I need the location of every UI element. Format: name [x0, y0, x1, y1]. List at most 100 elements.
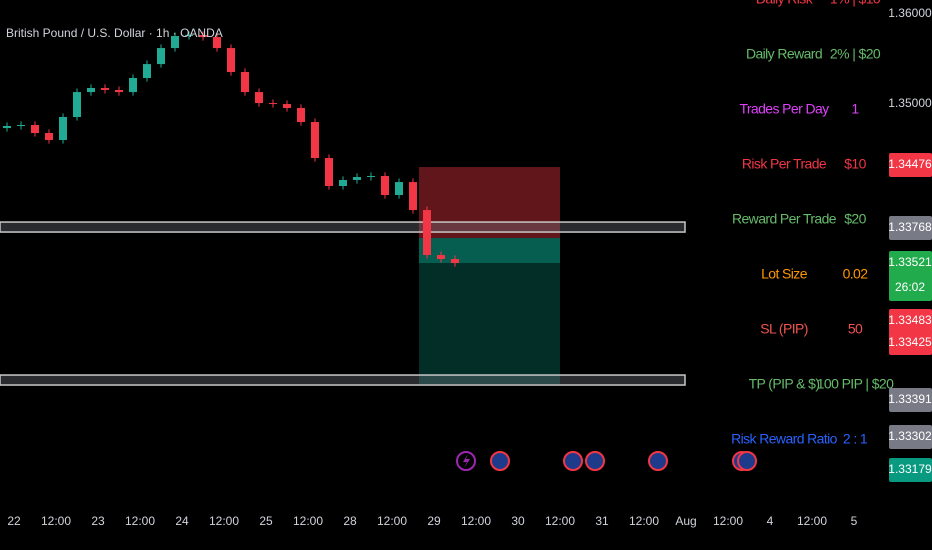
panel-label: Reward Per Trade — [732, 211, 837, 227]
plot — [0, 31, 686, 386]
panel-label: TP (PIP & $) — [749, 376, 820, 392]
candle-body — [380, 176, 389, 196]
candle-body — [72, 92, 81, 117]
candle-body — [100, 88, 109, 90]
candle-body — [114, 89, 123, 93]
x-tick-label: 12:00 — [797, 514, 827, 528]
candle-body — [310, 122, 319, 159]
price-tag-label: 1.33425 — [888, 335, 932, 349]
price-tag — [889, 153, 932, 177]
price-tag — [889, 216, 932, 240]
y-tick-label: 1.36000 — [888, 6, 932, 20]
x-tick-label: 30 — [511, 514, 525, 528]
level-band — [0, 221, 686, 233]
candle-body — [212, 37, 221, 49]
price-tag-label: 1.34476 — [888, 157, 932, 171]
risk-panel: Daily Risk 1% | $10 Daily Reward 2% | $20 Tr… — [731, 0, 895, 447]
panel-label: Trades Per Day — [739, 101, 829, 117]
x-tick-label: 12:00 — [461, 514, 491, 528]
candle-body — [296, 107, 305, 123]
panel-value: 2% | $20 — [830, 46, 881, 62]
price-tag-label: 1.33768 — [888, 220, 932, 234]
price-tag — [889, 458, 932, 482]
x-tick-label: 28 — [343, 514, 357, 528]
event-icons — [456, 451, 757, 471]
panel-label: Risk Per Trade — [742, 156, 827, 172]
candle-body — [268, 103, 277, 105]
candle-body — [240, 71, 249, 93]
x-tick-label: 4 — [767, 514, 774, 528]
candle-body — [408, 182, 417, 211]
x-tick-label: 31 — [595, 514, 609, 528]
x-tick-label: 22 — [7, 514, 21, 528]
panel-value: $10 — [844, 156, 866, 172]
candle-body — [44, 133, 53, 141]
open-profit — [418, 238, 560, 264]
x-tick-label: 12:00 — [41, 514, 71, 528]
price-tag-label: 1.33302 — [888, 429, 932, 443]
price-tag — [889, 331, 932, 355]
price-tag-label: 1.33483 — [888, 313, 932, 327]
panel-label: Daily Reward — [746, 46, 822, 62]
candle-body — [226, 48, 235, 72]
event-icon — [563, 451, 583, 471]
x-tick-label: 12:00 — [629, 514, 659, 528]
candle-body — [422, 210, 431, 256]
panel-value: 2 : 1 — [843, 431, 868, 447]
candle-body — [16, 124, 25, 126]
x-tick-label: 12:00 — [209, 514, 239, 528]
x-tick-label: 12:00 — [713, 514, 743, 528]
candle-body — [198, 35, 207, 38]
candle-body — [142, 64, 151, 79]
x-tick-label: 12:00 — [293, 514, 323, 528]
price-tag — [889, 251, 932, 301]
level-band — [0, 374, 686, 386]
price-tag-label: 1.33391 — [888, 392, 932, 406]
y-tick-label: 1.35000 — [888, 96, 932, 110]
x-tick-label: 5 — [851, 514, 858, 528]
event-icon — [648, 451, 668, 471]
panel-label: SL (PIP) — [760, 321, 808, 337]
event-icon — [456, 451, 476, 471]
event-icon — [737, 451, 757, 471]
x-tick-label: 12:00 — [125, 514, 155, 528]
panel-value: 1% | $10 — [830, 0, 881, 7]
panel-value: 50 — [848, 321, 863, 337]
target-zone — [418, 238, 560, 384]
x-tick-label: 25 — [259, 514, 273, 528]
candle-body — [324, 158, 333, 187]
panel-value: $20 — [844, 211, 866, 227]
countdown: 26:02 — [895, 280, 925, 294]
panel-value: 0.02 — [843, 266, 869, 282]
price-tag-label: 1.33521 — [888, 255, 932, 269]
x-tick-label: 12:00 — [545, 514, 575, 528]
candle-body — [2, 125, 11, 129]
event-icon — [585, 451, 605, 471]
x-tick-label: 12:00 — [377, 514, 407, 528]
panel-value: 100 PIP | $20 — [817, 376, 894, 392]
x-tick-label: 24 — [175, 514, 189, 528]
candle-body — [170, 35, 179, 49]
price-tag — [889, 388, 932, 412]
price-tag — [889, 309, 932, 333]
candle-body — [128, 78, 137, 93]
candle-body — [450, 258, 459, 264]
candle-body — [436, 255, 445, 259]
price-tag-label: 1.33179 — [888, 462, 932, 476]
event-icon — [490, 451, 510, 471]
price-tag — [889, 425, 932, 449]
candle-body — [352, 177, 361, 180]
candle-body — [156, 48, 165, 65]
panel-label: Lot Size — [761, 266, 808, 282]
candle-body — [394, 182, 403, 196]
x-tick-label: 29 — [427, 514, 441, 528]
panel-label: Risk Reward Ratio — [731, 431, 838, 447]
candle-body — [30, 124, 39, 134]
price-axis: 22 12:00 23 12:00 24 12:00 25 12:00 28 12:00 29 12:… — [7, 6, 932, 528]
x-tick-label: Aug — [675, 514, 696, 528]
candle-body — [254, 92, 263, 104]
candle-body — [366, 176, 375, 178]
panel-label: Daily Risk — [756, 0, 814, 7]
stop-zone — [418, 167, 560, 239]
